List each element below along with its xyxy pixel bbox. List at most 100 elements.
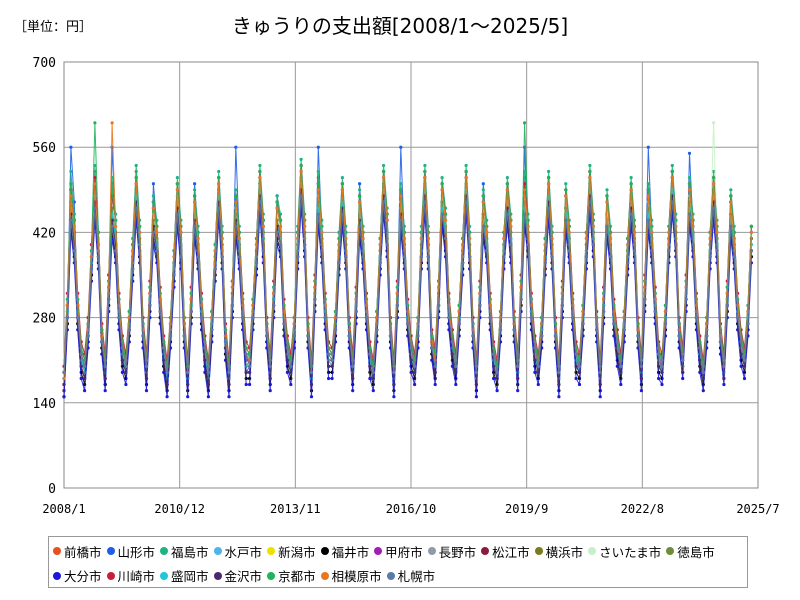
data-point bbox=[193, 224, 197, 228]
data-point bbox=[722, 376, 726, 381]
data-point bbox=[162, 358, 166, 362]
data-point bbox=[443, 236, 448, 241]
data-point bbox=[598, 382, 602, 387]
data-point bbox=[244, 352, 248, 356]
data-point bbox=[217, 176, 221, 180]
legend-marker-icon bbox=[320, 547, 329, 555]
data-point bbox=[69, 194, 73, 198]
data-point bbox=[155, 230, 159, 234]
data-point bbox=[316, 188, 320, 192]
legend-item: 新潟市 bbox=[267, 542, 316, 561]
y-tick-label: 140 bbox=[33, 397, 56, 412]
data-point bbox=[399, 218, 403, 222]
legend-marker-icon bbox=[106, 547, 115, 555]
data-point bbox=[712, 169, 716, 174]
legend-marker-icon bbox=[374, 547, 383, 555]
data-point bbox=[217, 169, 221, 174]
data-point bbox=[382, 176, 386, 180]
data-point bbox=[560, 303, 565, 307]
data-point bbox=[275, 194, 279, 198]
data-point bbox=[79, 376, 83, 381]
data-point bbox=[657, 352, 661, 356]
data-point bbox=[199, 316, 204, 320]
data-point bbox=[698, 370, 702, 374]
data-point bbox=[144, 364, 149, 368]
data-point bbox=[399, 194, 403, 198]
data-point bbox=[739, 352, 743, 356]
data-point bbox=[162, 370, 166, 374]
data-point bbox=[340, 188, 344, 192]
data-point bbox=[327, 364, 331, 368]
data-point bbox=[715, 230, 719, 234]
data-point bbox=[739, 364, 743, 368]
legend-label: 松江市 bbox=[492, 544, 530, 560]
data-point bbox=[361, 255, 365, 259]
data-point bbox=[347, 334, 351, 338]
data-point bbox=[368, 364, 372, 368]
data-point bbox=[134, 206, 138, 210]
data-point bbox=[272, 291, 276, 295]
data-point bbox=[72, 224, 76, 228]
data-point bbox=[416, 334, 420, 338]
data-point bbox=[285, 370, 289, 374]
data-point bbox=[93, 121, 97, 125]
data-point bbox=[138, 230, 142, 234]
legend-label: 福井市 bbox=[331, 544, 370, 560]
data-point bbox=[536, 370, 540, 374]
data-point bbox=[577, 364, 582, 368]
data-point bbox=[605, 194, 609, 198]
legend-item: 札幌市 bbox=[386, 566, 435, 585]
data-point bbox=[687, 188, 692, 192]
data-point bbox=[134, 182, 138, 186]
data-point bbox=[213, 267, 217, 271]
data-point bbox=[646, 182, 650, 186]
data-point bbox=[275, 206, 279, 210]
data-point bbox=[577, 382, 582, 387]
data-point bbox=[639, 389, 644, 393]
data-point bbox=[151, 182, 155, 186]
y-tick-label: 280 bbox=[33, 312, 56, 327]
data-point bbox=[430, 358, 434, 362]
data-point bbox=[739, 340, 743, 344]
data-point bbox=[103, 376, 107, 381]
data-point bbox=[230, 303, 234, 307]
data-point bbox=[165, 395, 169, 399]
data-point bbox=[117, 316, 121, 320]
data-point bbox=[608, 236, 613, 241]
x-tick-label: 2010/12 bbox=[154, 502, 205, 516]
data-point bbox=[316, 182, 320, 186]
data-point bbox=[179, 230, 183, 234]
data-point bbox=[399, 188, 403, 192]
data-point bbox=[131, 267, 135, 271]
legend-label: 前橋市 bbox=[64, 544, 102, 560]
line-chart: 0 140 280 420 560 700 2008/1 2010/12 2013/11 201… bbox=[33, 56, 780, 516]
data-point bbox=[571, 316, 575, 320]
data-point bbox=[368, 376, 372, 381]
y-axis: 0 140 280 420 560 700 bbox=[33, 56, 56, 497]
data-point bbox=[454, 370, 458, 374]
data-point bbox=[529, 316, 534, 320]
legend-marker-icon bbox=[213, 571, 222, 580]
data-point bbox=[547, 176, 551, 180]
data-point bbox=[289, 364, 293, 368]
data-point bbox=[564, 182, 568, 186]
unit-label: ［単位：円］ bbox=[14, 20, 93, 35]
data-point bbox=[481, 224, 485, 228]
data-point bbox=[316, 169, 320, 174]
data-point bbox=[701, 376, 705, 381]
x-tick-label: 2019/9 bbox=[505, 502, 548, 516]
data-point bbox=[358, 224, 362, 228]
data-point bbox=[375, 328, 379, 332]
chart-title: きゅうりの支出額[2008/1～2025/5] bbox=[231, 14, 569, 38]
data-point bbox=[193, 188, 197, 192]
data-point bbox=[364, 316, 369, 320]
legend-marker-icon bbox=[267, 571, 276, 580]
legend-marker-icon bbox=[588, 547, 597, 555]
data-point bbox=[557, 395, 561, 399]
data-point bbox=[103, 364, 107, 368]
x-tick-label: 2016/10 bbox=[386, 502, 437, 516]
data-point bbox=[698, 346, 702, 350]
data-point bbox=[622, 328, 626, 332]
data-point bbox=[478, 303, 482, 307]
data-point bbox=[210, 328, 214, 332]
